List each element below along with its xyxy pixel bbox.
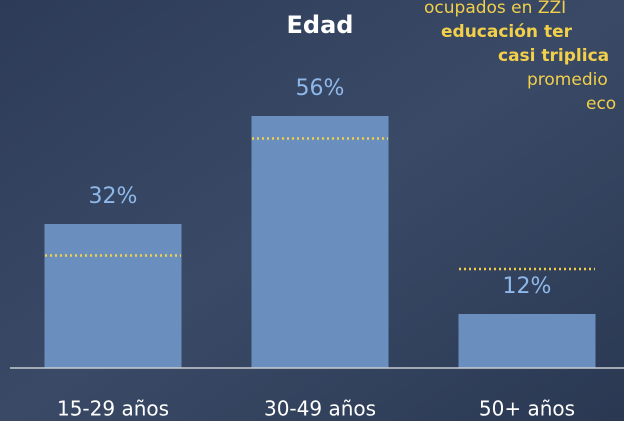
annotation-line: promedio [527, 70, 608, 90]
x-tick-label: 30-49 años [264, 397, 376, 421]
annotation-line: educación ter [441, 22, 573, 42]
x-tick-label: 15-29 años [57, 397, 169, 421]
annotation-line: eco [586, 94, 616, 114]
chart: Edad ocupados en ZZI educación ter casi tr… [0, 0, 624, 421]
bar [45, 224, 182, 368]
bar [459, 314, 596, 368]
bar [252, 116, 389, 368]
value-label: 56% [296, 76, 345, 101]
annotation-line: casi triplica [498, 46, 609, 66]
page: Edad ocupados en ZZI educación ter casi tr… [0, 0, 624, 421]
value-label: 12% [503, 274, 552, 299]
chart-title: Edad [287, 11, 354, 39]
x-tick-label: 50+ años [479, 397, 575, 421]
annotation-line: ocupados en ZZI [424, 0, 566, 18]
value-label: 32% [89, 184, 138, 209]
